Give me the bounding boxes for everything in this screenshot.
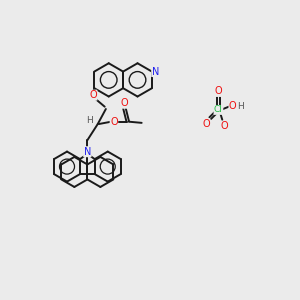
Text: H: H	[86, 116, 93, 125]
Text: O: O	[214, 86, 222, 96]
Text: O: O	[221, 121, 228, 131]
Text: O: O	[89, 90, 97, 100]
Text: H: H	[237, 102, 244, 111]
Text: O: O	[121, 98, 128, 108]
Text: N: N	[152, 67, 159, 76]
Text: O: O	[202, 119, 210, 129]
Text: O: O	[229, 101, 237, 112]
Text: O: O	[110, 117, 118, 127]
Text: N: N	[84, 147, 91, 157]
Text: Cl: Cl	[214, 105, 223, 114]
